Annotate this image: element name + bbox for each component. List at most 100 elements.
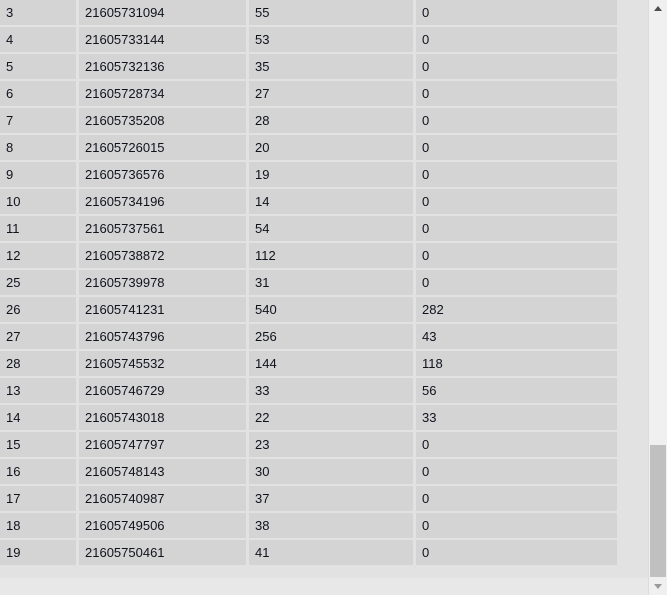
scroll-down-button[interactable]: [649, 578, 667, 595]
cell-serial[interactable]: 21605743796: [79, 324, 246, 349]
cell-value2[interactable]: 0: [416, 135, 617, 160]
table-row[interactable]: 16 21605748143 30 0: [0, 459, 617, 484]
cell-value2[interactable]: 282: [416, 297, 617, 322]
table-row[interactable]: 3 21605731094 55 0: [0, 0, 617, 25]
cell-value2[interactable]: 0: [416, 486, 617, 511]
cell-value2[interactable]: 33: [416, 405, 617, 430]
cell-serial[interactable]: 21605747797: [79, 432, 246, 457]
cell-serial[interactable]: 21605750461: [79, 540, 246, 565]
cell-id[interactable]: 17: [0, 486, 76, 511]
table-row[interactable]: 12 21605738872 112 0: [0, 243, 617, 268]
cell-value1[interactable]: 19: [249, 162, 413, 187]
cell-id[interactable]: 14: [0, 405, 76, 430]
cell-value2[interactable]: 0: [416, 270, 617, 295]
cell-value1[interactable]: 31: [249, 270, 413, 295]
cell-serial[interactable]: 21605746729: [79, 378, 246, 403]
cell-id[interactable]: 28: [0, 351, 76, 376]
cell-value1[interactable]: 41: [249, 540, 413, 565]
cell-value2[interactable]: 0: [416, 54, 617, 79]
cell-serial[interactable]: 21605726015: [79, 135, 246, 160]
table-row[interactable]: 11 21605737561 54 0: [0, 216, 617, 241]
cell-value1[interactable]: 112: [249, 243, 413, 268]
cell-value2[interactable]: 56: [416, 378, 617, 403]
cell-serial[interactable]: 21605737561: [79, 216, 246, 241]
cell-value1[interactable]: 35: [249, 54, 413, 79]
cell-value2[interactable]: 0: [416, 189, 617, 214]
cell-id[interactable]: 7: [0, 108, 76, 133]
cell-value1[interactable]: 23: [249, 432, 413, 457]
cell-value2[interactable]: 0: [416, 108, 617, 133]
cell-value2[interactable]: 0: [416, 513, 617, 538]
cell-value2[interactable]: 0: [416, 459, 617, 484]
cell-serial[interactable]: 21605745532: [79, 351, 246, 376]
cell-value1[interactable]: 55: [249, 0, 413, 25]
scrollbar-track[interactable]: [649, 17, 667, 578]
cell-value1[interactable]: 37: [249, 486, 413, 511]
cell-value2[interactable]: 0: [416, 81, 617, 106]
cell-serial[interactable]: 21605735208: [79, 108, 246, 133]
table-row[interactable]: 15 21605747797 23 0: [0, 432, 617, 457]
cell-id[interactable]: 6: [0, 81, 76, 106]
cell-value2[interactable]: 0: [416, 27, 617, 52]
cell-serial[interactable]: 21605749506: [79, 513, 246, 538]
cell-serial[interactable]: 21605736576: [79, 162, 246, 187]
table-row[interactable]: 26 21605741231 540 282: [0, 297, 617, 322]
cell-id[interactable]: 16: [0, 459, 76, 484]
cell-serial[interactable]: 21605728734: [79, 81, 246, 106]
table-row[interactable]: 13 21605746729 33 56: [0, 378, 617, 403]
table-scroll-viewport[interactable]: 3 21605731094 55 0 4 21605733144 53 0 5 216057321…: [0, 0, 648, 595]
table-row[interactable]: 17 21605740987 37 0: [0, 486, 617, 511]
cell-id[interactable]: 5: [0, 54, 76, 79]
table-row[interactable]: 27 21605743796 256 43: [0, 324, 617, 349]
cell-serial[interactable]: 21605732136: [79, 54, 246, 79]
cell-value1[interactable]: 22: [249, 405, 413, 430]
cell-value2[interactable]: 0: [416, 243, 617, 268]
cell-id[interactable]: 10: [0, 189, 76, 214]
scrollbar-thumb[interactable]: [650, 445, 666, 577]
table-row[interactable]: 6 21605728734 27 0: [0, 81, 617, 106]
cell-value2[interactable]: 43: [416, 324, 617, 349]
cell-serial[interactable]: 21605731094: [79, 0, 246, 25]
cell-serial[interactable]: 21605741231: [79, 297, 246, 322]
table-row[interactable]: 9 21605736576 19 0: [0, 162, 617, 187]
cell-value1[interactable]: 20: [249, 135, 413, 160]
cell-serial[interactable]: 21605734196: [79, 189, 246, 214]
table-row[interactable]: 4 21605733144 53 0: [0, 27, 617, 52]
table-row[interactable]: 5 21605732136 35 0: [0, 54, 617, 79]
cell-value2[interactable]: 0: [416, 432, 617, 457]
cell-id[interactable]: 19: [0, 540, 76, 565]
table-row[interactable]: 10 21605734196 14 0: [0, 189, 617, 214]
cell-id[interactable]: 12: [0, 243, 76, 268]
table-row[interactable]: 25 21605739978 31 0: [0, 270, 617, 295]
cell-id[interactable]: 8: [0, 135, 76, 160]
cell-value2[interactable]: 118: [416, 351, 617, 376]
cell-value2[interactable]: 0: [416, 540, 617, 565]
cell-id[interactable]: 25: [0, 270, 76, 295]
cell-id[interactable]: 9: [0, 162, 76, 187]
cell-serial[interactable]: 21605743018: [79, 405, 246, 430]
cell-value2[interactable]: 0: [416, 0, 617, 25]
cell-serial[interactable]: 21605733144: [79, 27, 246, 52]
cell-serial[interactable]: 21605738872: [79, 243, 246, 268]
cell-value2[interactable]: 0: [416, 216, 617, 241]
table-row[interactable]: 8 21605726015 20 0: [0, 135, 617, 160]
cell-serial[interactable]: 21605740987: [79, 486, 246, 511]
cell-value1[interactable]: 28: [249, 108, 413, 133]
cell-serial[interactable]: 21605748143: [79, 459, 246, 484]
cell-value1[interactable]: 38: [249, 513, 413, 538]
cell-value1[interactable]: 256: [249, 324, 413, 349]
cell-value1[interactable]: 540: [249, 297, 413, 322]
table-row[interactable]: 18 21605749506 38 0: [0, 513, 617, 538]
cell-value2[interactable]: 0: [416, 162, 617, 187]
cell-id[interactable]: 13: [0, 378, 76, 403]
cell-value1[interactable]: 54: [249, 216, 413, 241]
cell-value1[interactable]: 53: [249, 27, 413, 52]
cell-id[interactable]: 27: [0, 324, 76, 349]
cell-id[interactable]: 11: [0, 216, 76, 241]
cell-id[interactable]: 4: [0, 27, 76, 52]
cell-id[interactable]: 3: [0, 0, 76, 25]
cell-serial[interactable]: 21605739978: [79, 270, 246, 295]
cell-id[interactable]: 18: [0, 513, 76, 538]
table-row[interactable]: 7 21605735208 28 0: [0, 108, 617, 133]
cell-id[interactable]: 26: [0, 297, 76, 322]
